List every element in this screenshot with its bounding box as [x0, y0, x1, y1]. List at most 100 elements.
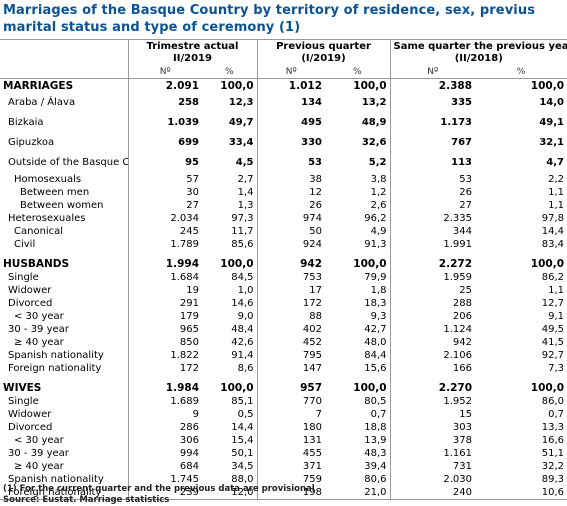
cell-percent: 91,3 — [364, 238, 387, 250]
cell-number: 9 — [127, 408, 202, 421]
cell-number: 2.335 — [389, 212, 475, 225]
row-label: Single — [8, 395, 39, 407]
table-row: Civil 1.789 85,6 924 91,3 1.991 83,4 — [0, 238, 567, 251]
cell-number: 452 — [256, 336, 325, 349]
row-label: Heterosexuales — [8, 212, 86, 224]
row-label: Divorced — [8, 421, 53, 433]
cell-number: 1.161 — [389, 447, 475, 460]
cell-percent: 0,7 — [548, 408, 565, 420]
cell-percent: 1,0 — [237, 284, 254, 296]
table-row: ≥ 40 year 850 42,6 452 48,0 942 41,5 — [0, 336, 567, 349]
table-row: Heterosexuales 2.034 97,3 974 96,2 2.335 97,8 — [0, 212, 567, 225]
cell-number: 12 — [256, 186, 325, 199]
cell-number: 994 — [127, 447, 202, 460]
header-blank — [0, 39, 128, 66]
cell-number: 172 — [127, 362, 202, 375]
col-percent: % — [475, 66, 567, 79]
cell-number: 17 — [256, 284, 325, 297]
cell-number: 344 — [389, 225, 475, 238]
cell-percent: 12,0 — [202, 486, 257, 500]
cell-number: 330 — [256, 133, 325, 153]
cell-number: 2.030 — [389, 473, 475, 486]
header-previous-quarter: Previous quarter (I/2019) — [256, 39, 390, 66]
table-row: Foreign nationality 239 12,0 198 21,0 240 10,6 — [0, 486, 567, 500]
cell-percent: 84,4 — [364, 349, 387, 361]
cell-percent: 32,2 — [541, 460, 565, 472]
cell-number: 286 — [127, 421, 202, 434]
cell-percent: 39,4 — [364, 460, 387, 472]
cell-number: 240 — [389, 486, 475, 500]
cell-percent: 2,7 — [237, 173, 254, 185]
cell-percent: 88,0 — [231, 473, 254, 485]
cell-number: 53 — [256, 153, 325, 173]
cell-percent: 1,8 — [370, 284, 387, 296]
cell-number: 2.270 — [389, 381, 475, 395]
cell-number: 288 — [389, 297, 475, 310]
cell-percent: 97,8 — [541, 212, 565, 224]
cell-number: 2.388 — [389, 78, 475, 93]
cell-number: 455 — [256, 447, 325, 460]
cell-number: 795 — [256, 349, 325, 362]
cell-number: 245 — [127, 225, 202, 238]
cell-percent: 9,3 — [370, 310, 387, 322]
col-percent: % — [325, 66, 390, 79]
cell-number: 57 — [127, 173, 202, 186]
table-row: 30 - 39 year 994 50,1 455 48,3 1.161 51,1 — [0, 447, 567, 460]
cell-number: 50 — [256, 225, 325, 238]
cell-number: 26 — [256, 199, 325, 212]
cell-percent: 8,6 — [237, 362, 254, 374]
cell-percent: 49,5 — [541, 323, 565, 335]
cell-number: 1.012 — [256, 78, 325, 93]
cell-percent: 34,5 — [231, 460, 254, 472]
cell-percent: 92,7 — [541, 349, 565, 361]
cell-number: 957 — [256, 381, 325, 395]
cell-number: 134 — [256, 93, 325, 113]
cell-percent: 91,4 — [231, 349, 254, 361]
cell-number: 1.952 — [389, 395, 475, 408]
cell-number: 402 — [256, 323, 325, 336]
cell-percent: 1,3 — [237, 199, 254, 211]
cell-percent: 48,3 — [364, 447, 387, 459]
cell-percent: 100,0 — [220, 258, 254, 270]
table-row: MARRIAGES 2.091 100,0 1.012 100,0 2.388 100,0 — [0, 78, 567, 93]
cell-percent: 12,3 — [228, 97, 254, 108]
header-same-quarter-previous-year: Same quarter the previous year (II/2018) — [389, 39, 567, 66]
cell-percent: 4,5 — [235, 157, 254, 168]
cell-percent: 10,6 — [475, 486, 567, 500]
row-label: Gipuzkoa — [8, 137, 55, 148]
cell-percent: 0,7 — [370, 408, 387, 420]
row-label: ≥ 40 year — [14, 460, 64, 472]
row-label: Bizkaia — [8, 117, 44, 128]
table-row: Divorced 291 14,6 172 18,3 288 12,7 — [0, 297, 567, 310]
table-row: Bizkaia 1.039 49,7 495 48,9 1.173 49,1 — [0, 113, 567, 133]
cell-number: 495 — [256, 113, 325, 133]
row-label: 30 - 39 year — [8, 323, 69, 335]
cell-number: 378 — [389, 434, 475, 447]
cell-number: 303 — [389, 421, 475, 434]
table-row: HUSBANDS 1.994 100,0 942 100,0 2.272 100,0 — [0, 257, 567, 271]
cell-percent: 1,4 — [237, 186, 254, 198]
col-number: Nº — [389, 66, 475, 79]
cell-percent: 33,4 — [228, 137, 254, 148]
cell-number: 15 — [389, 408, 475, 421]
row-label: Spanish nationality — [8, 473, 104, 485]
cell-percent: 48,9 — [361, 117, 387, 128]
footnote-source: Source: Eustat. Marriage statistics — [3, 495, 170, 505]
cell-number: 1.994 — [127, 257, 202, 271]
cell-percent: 5,2 — [368, 157, 387, 168]
cell-percent: 48,4 — [231, 323, 254, 335]
cell-number: 19 — [127, 284, 202, 297]
cell-percent: 18,8 — [364, 421, 387, 433]
cell-number: 2.272 — [389, 257, 475, 271]
cell-number: 7 — [256, 408, 325, 421]
cell-percent: 4,9 — [370, 225, 387, 237]
cell-percent: 100,0 — [353, 258, 387, 270]
cell-number: 942 — [389, 336, 475, 349]
cell-percent: 80,5 — [364, 395, 387, 407]
row-label: Civil — [14, 238, 36, 250]
cell-percent: 50,1 — [231, 447, 254, 459]
cell-percent: 14,0 — [539, 97, 565, 108]
cell-percent: 96,2 — [364, 212, 387, 224]
table-row: 30 - 39 year 965 48,4 402 42,7 1.124 49,5 — [0, 323, 567, 336]
cell-number: 1.745 — [127, 473, 202, 486]
